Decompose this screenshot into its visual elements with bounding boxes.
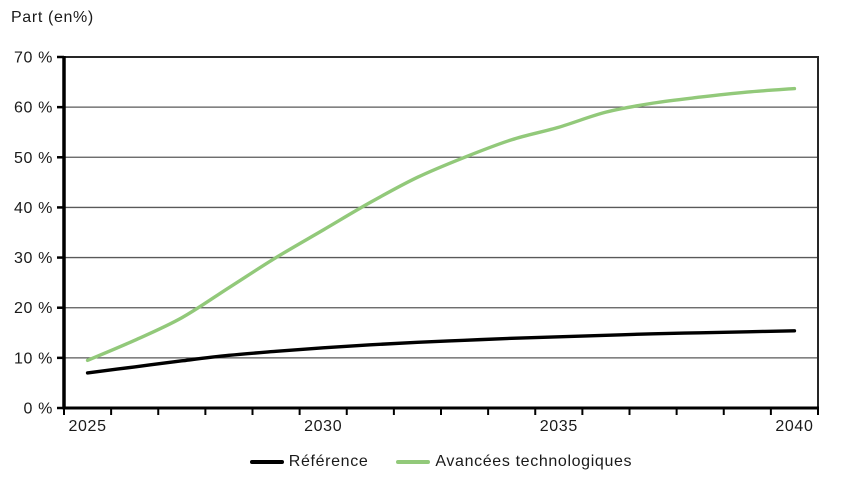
x-tick-label: 2035 xyxy=(540,418,578,435)
y-tick-label: 40 % xyxy=(14,200,53,217)
y-tick-label: 10 % xyxy=(14,350,53,367)
y-tick-label: 20 % xyxy=(14,300,53,317)
x-tick-label: 2030 xyxy=(304,418,342,435)
legend-label-avancees-technologiques: Avancées technologiques xyxy=(435,453,633,470)
legend: Référence Avancées technologiques xyxy=(64,447,818,477)
y-tick-label: 30 % xyxy=(14,250,53,267)
series-line-reference xyxy=(85,329,797,375)
legend-item-avancees-technologiques: Avancées technologiques xyxy=(396,453,632,471)
y-axis-title: Part (en%) xyxy=(11,9,94,26)
legend-swatch-avancees-technologiques xyxy=(396,460,431,464)
legend-item-reference: Référence xyxy=(249,453,369,471)
y-tick-label: 60 % xyxy=(14,100,53,117)
x-tick-label: 2025 xyxy=(68,418,106,435)
series-line-avancees-technologiques xyxy=(85,86,797,363)
y-tick-label: 70 % xyxy=(14,50,53,67)
x-tick-label: 2040 xyxy=(775,418,813,435)
y-tick-label: 50 % xyxy=(14,150,53,167)
legend-label-reference: Référence xyxy=(288,453,369,470)
legend-swatch-reference xyxy=(249,460,284,464)
y-tick-label: 0 % xyxy=(24,401,54,418)
